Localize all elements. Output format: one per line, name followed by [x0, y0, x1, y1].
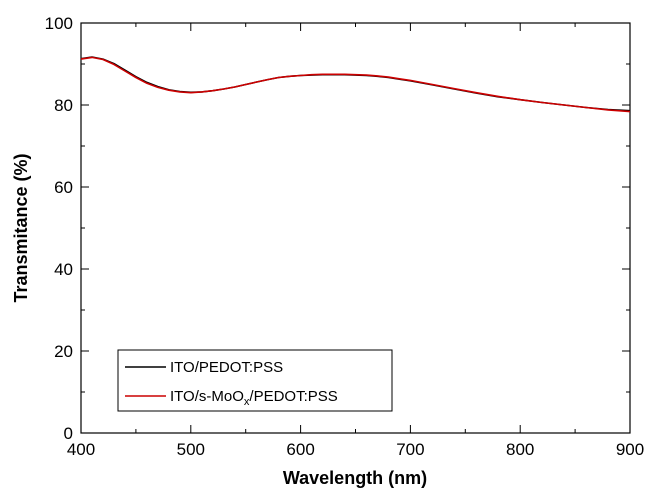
x-tick-label: 800 [506, 440, 534, 459]
y-tick-label: 100 [45, 14, 73, 33]
legend-label-part-1: ITO/s-MoO [170, 388, 244, 405]
legend-box [117, 349, 393, 412]
y-axis-title: Transmitance (%) [11, 153, 31, 302]
y-tick-label: 20 [54, 342, 73, 361]
y-tick-label: 0 [64, 424, 73, 443]
legend-label-part-2: /PEDOT:PSS [249, 388, 337, 405]
y-tick-label: 80 [54, 96, 73, 115]
series-lines [80, 56, 631, 113]
y-tick-label: 40 [54, 260, 73, 279]
axis-ticks [80, 22, 631, 434]
x-axis-title: Wavelength (nm) [283, 468, 427, 488]
x-tick-label: 600 [286, 440, 314, 459]
axis-tick-labels: 400 500 600 700 800 900 0 20 40 60 80 100 [45, 14, 645, 459]
x-tick-label: 400 [67, 440, 95, 459]
x-tick-label: 700 [396, 440, 424, 459]
legend-label-ito-s-moox-pedot-pss: ITO/s-MoOx/PEDOT:PSS [170, 388, 338, 408]
y-tick-label: 60 [54, 178, 73, 197]
x-tick-label: 900 [616, 440, 644, 459]
series-line-1 [80, 56, 631, 113]
legend-label-ito-pedot-pss: ITO/PEDOT:PSS [170, 359, 283, 376]
x-tick-label: 500 [177, 440, 205, 459]
legend-label-subscript: x [244, 396, 250, 408]
legend: ITO/PEDOT:PSS ITO/s-MoOx/PEDOT:PSS [117, 349, 393, 412]
